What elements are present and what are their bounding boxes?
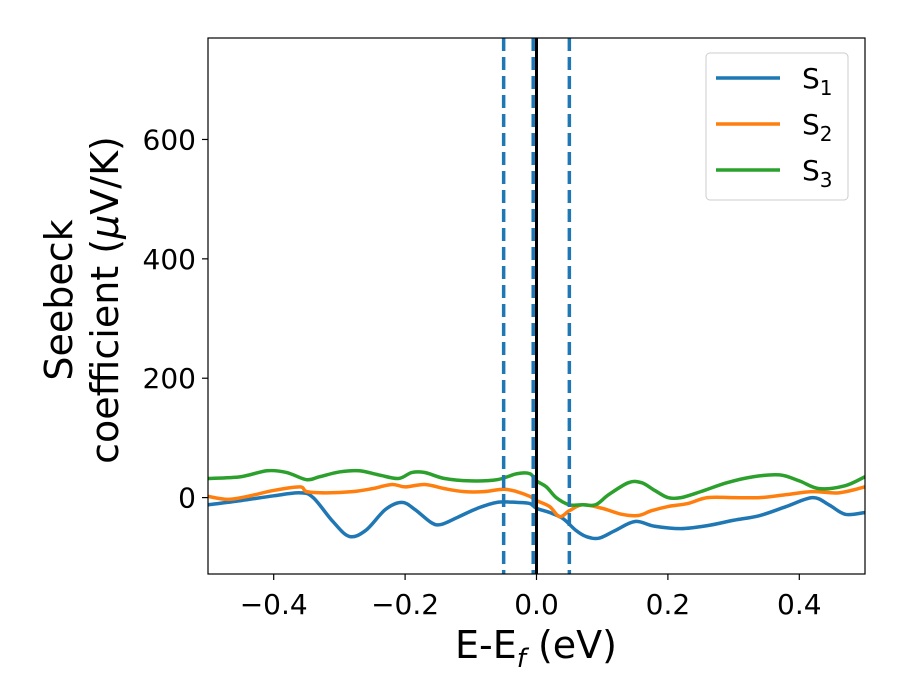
legend-label-s1: S1 xyxy=(802,62,833,100)
y-ticks: 0 200 400 600 xyxy=(143,123,208,515)
y-axis-label-line1: Seebeck xyxy=(37,219,81,380)
y-tick-label: 400 xyxy=(143,243,196,276)
y-tick-label: 200 xyxy=(143,362,196,395)
x-ticks: −0.4 −0.2 0.0 0.2 0.4 xyxy=(240,574,822,621)
legend: S1 S2 S3 xyxy=(705,52,849,201)
y-tick-label: 600 xyxy=(143,123,196,156)
legend-label-s3: S3 xyxy=(802,154,833,192)
x-tick-label: 0.0 xyxy=(514,588,559,621)
y-axis-label-line2: coefficient (μV/K) xyxy=(83,136,127,464)
legend-label-s2: S2 xyxy=(802,108,833,146)
legend-items: S1 S2 S3 xyxy=(716,62,833,192)
x-axis-label: E-Ef (eV) xyxy=(455,623,617,674)
series-line-s3 xyxy=(208,468,865,508)
y-tick-label: 0 xyxy=(178,482,196,515)
x-tick-label: −0.4 xyxy=(240,588,308,621)
vline-layer xyxy=(501,38,572,574)
y-axis-label: Seebeck coefficient (μV/K) xyxy=(37,136,127,464)
x-tick-label: −0.2 xyxy=(371,588,439,621)
x-tick-label: 0.4 xyxy=(777,588,822,621)
legend-box xyxy=(705,52,849,201)
x-tick-label: 0.2 xyxy=(646,588,691,621)
